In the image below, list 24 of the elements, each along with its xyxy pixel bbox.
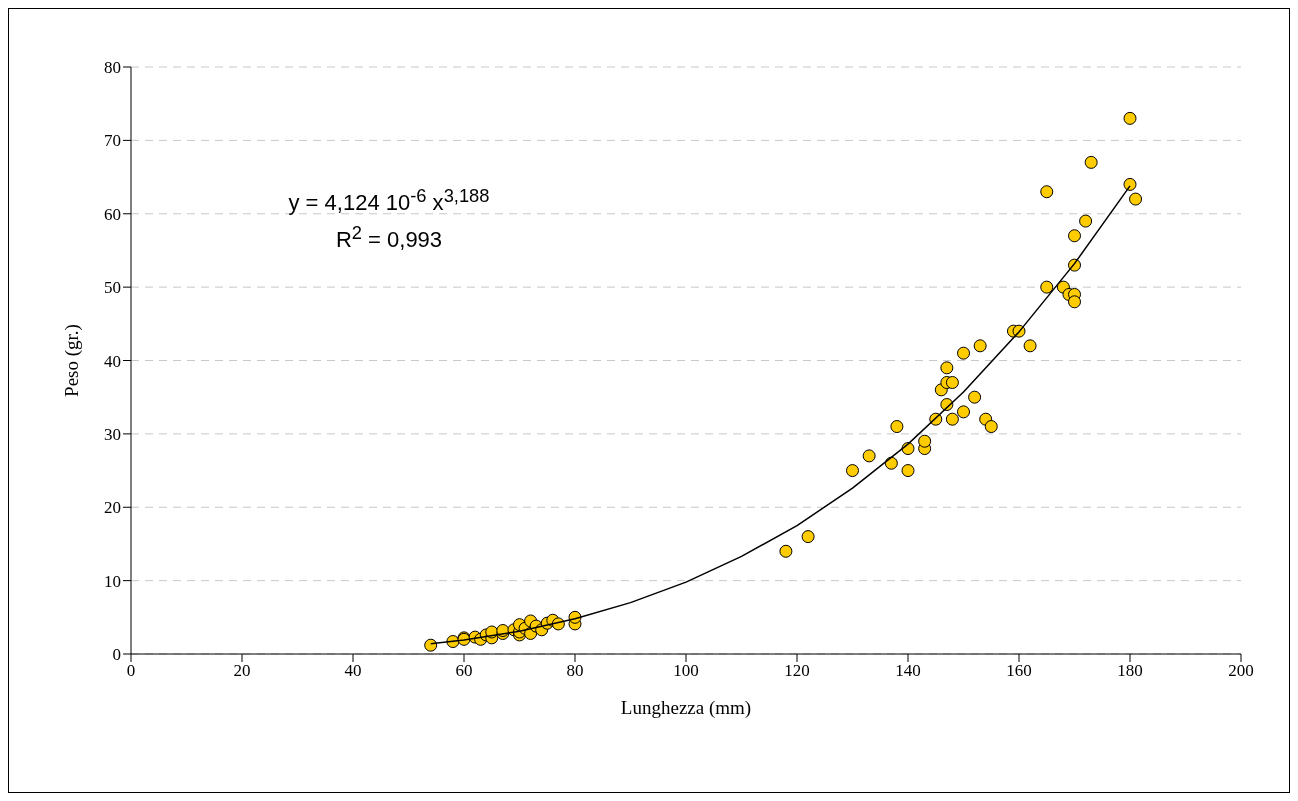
annotation: y = 4,124 10$^{-6}$ x$^{3,188}$ (287, 184, 491, 218)
x-tick-label: 20 (233, 661, 251, 681)
x-tick-label: 40 (344, 661, 362, 681)
x-tick-label: 200 (1228, 661, 1254, 681)
y-tick-label: 60 (104, 204, 121, 224)
x-tick-label: 160 (1006, 661, 1032, 681)
y-tick-label: 0 (112, 645, 121, 665)
y-tick-label: 20 (104, 498, 121, 518)
y-axis-title: Peso (gr.) (60, 324, 83, 397)
x-tick-label: 60 (455, 661, 473, 681)
x-tick-label: 100 (673, 661, 699, 681)
y-tick-label: 40 (104, 351, 121, 371)
annotation: R$^{2}$ = 0,993 (334, 221, 444, 255)
y-tick-label: 50 (104, 278, 121, 298)
x-tick-label: 0 (126, 661, 136, 681)
x-axis-title: Lunghezza (mm) (620, 697, 752, 719)
x-tick-label: 180 (1117, 661, 1143, 681)
y-tick-label: 10 (104, 571, 121, 591)
y-tick-label: 70 (104, 131, 121, 151)
x-tick-label: 140 (895, 661, 921, 681)
x-tick-label: 80 (566, 661, 584, 681)
y-tick-label: 80 (104, 58, 121, 78)
x-tick-label: 120 (784, 661, 810, 681)
y-tick-label: 30 (104, 424, 121, 444)
